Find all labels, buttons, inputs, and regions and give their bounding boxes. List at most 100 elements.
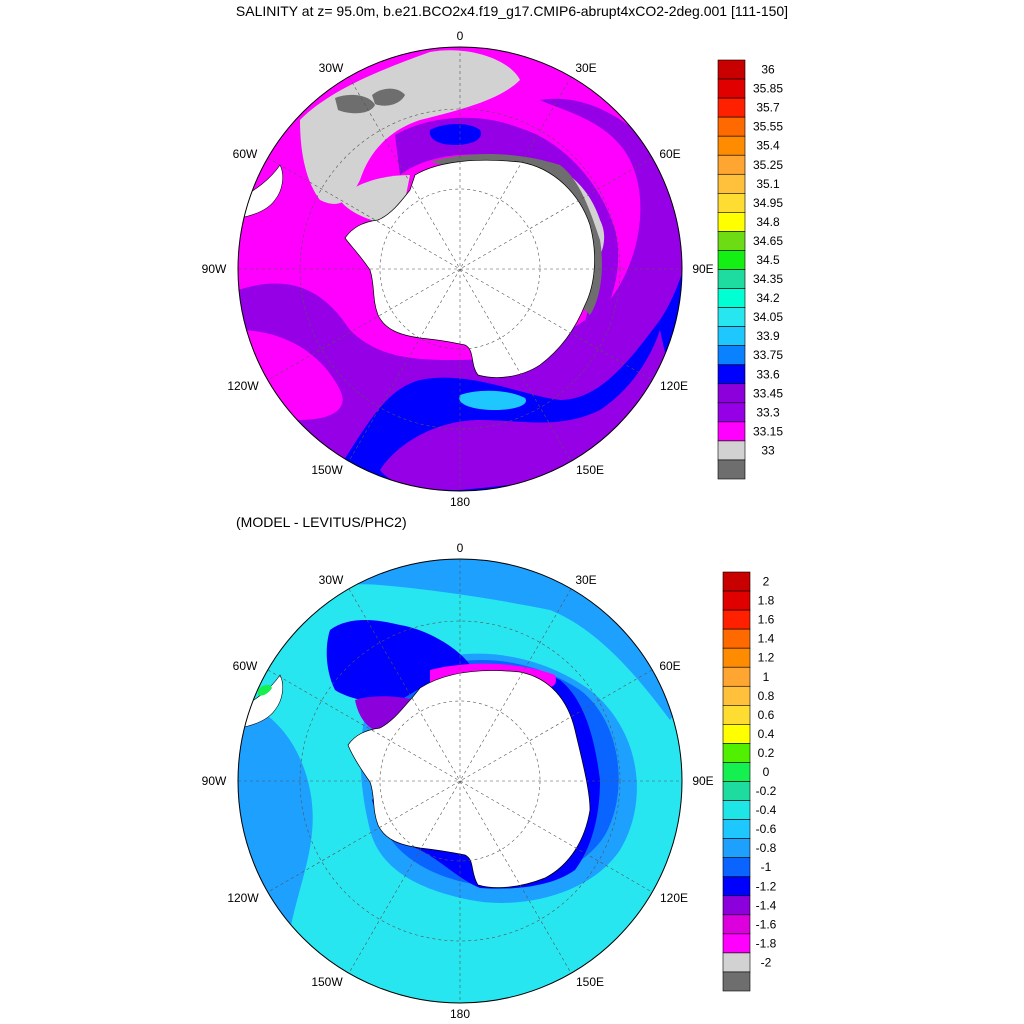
top-colorbar-tick-label: 33 [761,443,775,457]
bottom-weddell-blue [326,620,470,702]
bottom-colorbar-tick-label: 0.6 [758,708,775,722]
bottom-colorbar-tick-label: 0.2 [758,746,775,760]
bottom-polar-map: 0 30E 60E 90E 120E 150E 180 150W 120W 90… [202,541,714,1021]
top-colorbar-tick-label: 35.1 [756,177,780,191]
top-lon-label-120e: 120E [660,379,688,393]
bottom-lon-label-0: 0 [457,541,464,555]
top-colorbar-swatch [717,364,746,385]
bottom-colorbar-tick-label: 2 [763,575,770,589]
top-colorbar-swatch [717,345,746,366]
top-lon-label-180: 180 [450,495,470,509]
bottom-lon-label-90w: 90W [202,774,227,788]
top-colorbar-tick-label: 35.7 [756,101,780,115]
bottom-colorbar-tick-label: 1.8 [758,594,775,608]
bottom-colorbar-tick-label: 1 [763,670,770,684]
bottom-colorbar-tick-label: -0.8 [756,841,777,855]
top-colorbar-tick-label: 34.95 [753,196,783,210]
difference-subtitle: (MODEL - LEVITUS/PHC2) [236,514,407,530]
bottom-lon-label-60w: 60W [233,659,258,673]
top-colorbar-tick-label: 34.2 [756,291,780,305]
bottom-lon-label-120e: 120E [660,891,688,905]
bottom-colorbar-swatch [722,819,751,839]
bottom-colorbar-swatch [722,590,751,611]
bottom-colorbar-tick-label: 0 [763,765,770,779]
bottom-colorbar-swatch [722,838,751,858]
bottom-colorbar-tick-label: 0.8 [758,689,775,703]
top-grey-ice [300,50,520,204]
top-colorbar-tick-label: 33.9 [756,329,780,343]
top-map-border [237,46,683,492]
top-dark-ice-2 [372,88,405,106]
top-colorbar: 36 35.85 35.7 35.55 35.4 35.25 35.1 34.95 34.8 34… [717,59,783,480]
bottom-south-america-green [258,684,272,696]
top-colorbar-swatch [717,173,746,194]
bottom-lon-label-90e: 90E [692,774,713,788]
bottom-lon-label-30w: 30W [319,573,344,587]
bottom-colorbar-swatch [722,571,751,592]
bottom-colorbar-swatch [722,609,751,630]
bottom-colorbar-tick-label: -1.6 [756,917,777,931]
bottom-colorbar-tick-label: 1.4 [758,632,775,646]
bottom-colorbar-swatch [722,743,751,763]
top-lon-label-30w: 30W [319,61,344,75]
bottom-colorbar-swatch [722,800,751,820]
top-colorbar-swatch [717,326,746,346]
bottom-colorbar-swatch [722,781,751,801]
top-colorbar-tick-label: 33.75 [753,348,783,362]
bottom-lon-label-60e: 60E [659,659,680,673]
top-colorbar-tick-label: 34.65 [753,234,783,248]
top-colorbar-swatch [717,421,746,442]
bottom-colorbar-swatch [722,666,751,687]
top-colorbar-tick-label: 35.25 [753,158,783,172]
bottom-colorbar-tick-label: -1 [761,860,772,874]
bottom-colorbar-swatch [722,952,751,973]
bottom-colorbar-tick-label: -0.2 [756,784,777,798]
bottom-colorbar-tick-label: -1.4 [756,898,777,912]
top-colorbar-swatch [717,250,746,270]
top-colorbar-tick-label: 35.85 [753,82,783,96]
top-lon-label-30e: 30E [575,61,596,75]
top-lon-label-120w: 120W [227,379,259,393]
top-colorbar-tick-label: 34.8 [756,215,780,229]
top-colorbar-swatch [717,231,746,251]
top-lon-label-90e: 90E [692,262,713,276]
top-polar-map: 0 30E 60E 90E 120E 150E 180 150W 120W 90… [202,29,714,509]
top-lon-label-0: 0 [457,29,464,43]
top-colorbar-tick-label: 35.4 [756,139,780,153]
top-colorbar-tick-label: 33.45 [753,386,783,400]
bottom-colorbar-tick-label: -1.2 [756,879,777,893]
top-colorbar-tick-label: 33.3 [756,405,780,419]
bottom-colorbar-swatch [722,762,751,782]
top-colorbar-tick-label: 34.35 [753,272,783,286]
top-lon-label-60e: 60E [659,147,680,161]
top-lightblue-patch [459,390,526,410]
bottom-colorbar-swatch [722,724,751,744]
bottom-colorbar-swatch [722,857,751,878]
top-colorbar-swatch [717,116,746,137]
top-colorbar-swatch [717,97,746,118]
top-lon-label-60w: 60W [233,147,258,161]
bottom-colorbar-tick-label: 0.4 [758,727,775,741]
top-colorbar-swatch [717,269,746,289]
bottom-colorbar-tick-label: -1.8 [756,936,777,950]
page-title: SALINITY at z= 95.0m, b.e21.BCO2x4.f19_g… [235,3,789,19]
bottom-lon-label-120w: 120W [227,891,259,905]
bottom-colorbar-swatch [722,876,751,897]
bottom-colorbar-tick-label: 1.6 [758,613,775,627]
bottom-colorbar: 2 1.8 1.6 1.4 1.2 1 0.8 0.6 0.4 0.2 0 -0.2 -0.4 -0.6 -… [722,571,777,992]
top-colorbar-swatch [717,440,746,461]
top-lon-label-90w: 90W [202,262,227,276]
bottom-colorbar-swatch [722,628,751,649]
bottom-colorbar-swatch [722,895,751,916]
top-colorbar-swatch [717,212,746,232]
top-dark-ice [335,94,375,114]
bottom-colorbar-swatch [722,971,751,992]
bottom-colorbar-tick-label: 1.2 [758,651,775,665]
top-graticule [238,47,682,491]
bottom-colorbar-tick-label: -0.6 [756,822,777,836]
top-colorbar-tick-label: 33.15 [753,424,783,438]
bottom-colorbar-swatch [722,705,751,725]
bottom-lon-label-30e: 30E [575,573,596,587]
bottom-lon-label-150e: 150E [576,975,604,989]
